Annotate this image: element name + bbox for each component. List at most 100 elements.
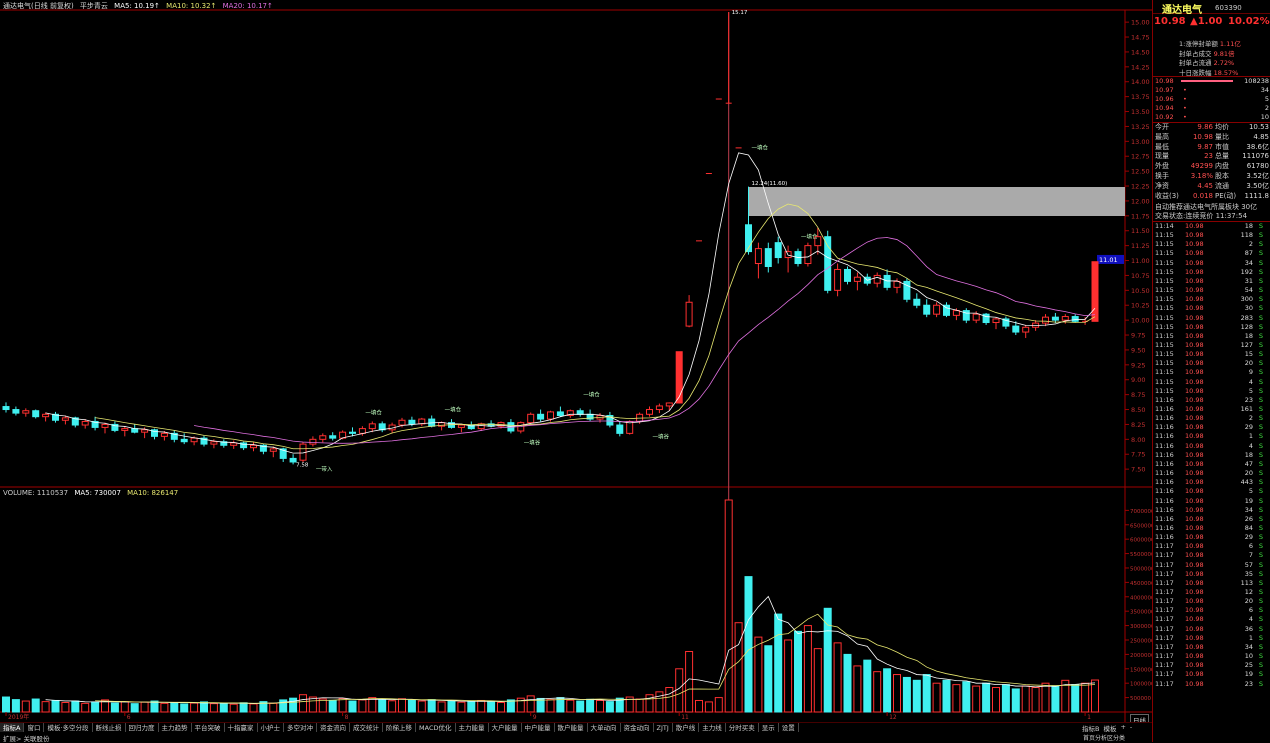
orderbook-row[interactable]: 10.96 • 5: [1155, 95, 1269, 104]
auto-recommend-note[interactable]: 自动推荐通达电气所属板块 30亿: [1155, 203, 1258, 211]
candle-body: [774, 242, 782, 259]
tab-14[interactable]: 主力能量: [456, 723, 489, 732]
trade-cell: 11:15: [1155, 350, 1174, 359]
right-tab-2[interactable]: +: [1120, 723, 1126, 731]
stat-cell: 现量: [1155, 152, 1169, 161]
tab-18[interactable]: 大单动向: [588, 723, 621, 732]
tab-12[interactable]: 阶梯上移: [383, 723, 417, 732]
candle-body: [665, 402, 673, 407]
volume-bar: [101, 699, 109, 713]
tab-8[interactable]: 小护士: [258, 723, 285, 732]
ma20-line: [194, 237, 1096, 444]
volume-tick-label: 6000000: [1130, 538, 1152, 544]
candle-body: [71, 417, 79, 426]
volume-bar: [794, 630, 802, 713]
orderbook-row[interactable]: 10.92 • 10: [1155, 113, 1269, 122]
trade-cell: 34: [1244, 258, 1253, 267]
panel-footer[interactable]: 首页分析区分类: [1083, 735, 1126, 742]
tab-13[interactable]: MACD优化: [416, 723, 456, 732]
trade-cell: 10.98: [1185, 478, 1204, 487]
candle-body: [903, 280, 911, 300]
right-tab-3[interactable]: -: [1129, 723, 1133, 731]
trade-cell: 10.98: [1185, 469, 1204, 478]
tab-9[interactable]: 多空对冲: [284, 723, 318, 732]
tab-4[interactable]: 回归力度: [126, 723, 159, 732]
trade-cell: 11:15: [1155, 258, 1174, 267]
trade-row: 11:17 10.98 4 S: [1155, 615, 1269, 625]
trade-cell: 20: [1244, 597, 1253, 606]
tab-5[interactable]: 主力趋势: [159, 723, 192, 732]
tab-0[interactable]: 指标A: [0, 723, 25, 732]
volume-bar: [675, 668, 684, 713]
trade-row: 11:14 10.98 18 S: [1155, 222, 1269, 232]
kline-chart[interactable]: 15.00 14.75 14.50 14.25 14.00 13.75 13.50 13.25…: [0, 0, 1152, 722]
tab-24[interactable]: 显示: [759, 723, 779, 732]
volume-bar: [51, 699, 60, 713]
volume-bar: [81, 702, 90, 713]
candle-body: [745, 224, 752, 253]
tab-21[interactable]: 散户线: [673, 723, 700, 732]
tab-22[interactable]: 主力线: [699, 723, 726, 732]
trade-cell: 443: [1240, 478, 1253, 487]
trade-cell: 15: [1244, 350, 1253, 359]
tab-16[interactable]: 中户能量: [522, 723, 555, 732]
tab-2[interactable]: 模板·多空分段: [44, 723, 93, 732]
trade-row: 11:15 10.98 128 S: [1155, 323, 1269, 333]
limit-info-row: 十日涨跌幅 18.57%: [1179, 67, 1238, 77]
tab-10[interactable]: 资金流向: [317, 723, 351, 732]
right-tab-0[interactable]: 指标B: [1082, 725, 1100, 733]
orderbook-row[interactable]: 10.98 108238: [1155, 77, 1269, 86]
trade-cell: 10.98: [1185, 661, 1204, 670]
volume-bar: [477, 699, 486, 713]
volume-bar: [229, 703, 238, 713]
trade-row: 11:16 10.98 1 S: [1155, 432, 1269, 442]
info-label: 封单占成交: [1179, 49, 1214, 58]
tab-1[interactable]: 窗口: [24, 723, 45, 732]
trade-cell: 10.98: [1185, 624, 1204, 633]
trade-cell: 10.98: [1185, 340, 1204, 349]
volume-bar: [110, 702, 119, 713]
tab-7[interactable]: 十指赢家: [225, 723, 258, 732]
ma20-value: MA20: 10.17↑: [222, 2, 273, 10]
tab-15[interactable]: 大户能量: [489, 723, 522, 732]
candle-body: [1061, 316, 1069, 321]
candle-body: [556, 411, 564, 416]
candle-body: [1002, 318, 1010, 327]
extend-tab[interactable]: 扩展> 关联股份: [3, 735, 50, 743]
stat-cell: 均价: [1215, 123, 1229, 131]
order-volume: 34: [1260, 86, 1269, 94]
trade-cell: S: [1258, 441, 1263, 450]
order-volume: 5: [1264, 95, 1269, 103]
trade-cell: 10.98: [1185, 679, 1204, 688]
tab-3[interactable]: 断线止损: [93, 723, 126, 732]
trade-cell: 10.98: [1185, 606, 1204, 615]
tab-19[interactable]: 资金动向: [621, 723, 654, 732]
trade-cell: 10.98: [1185, 450, 1204, 459]
trade-row: 11:16 10.98 19 S: [1155, 497, 1269, 507]
trade-row: 11:16 10.98 47 S: [1155, 460, 1269, 470]
trade-cell: 10.98: [1185, 350, 1204, 359]
orderbook-row[interactable]: 10.97 • 34: [1155, 86, 1269, 95]
tab-11[interactable]: 成交统计: [350, 723, 384, 732]
right-tab-1[interactable]: 模板: [1103, 725, 1117, 733]
trade-cell: 10.98: [1185, 670, 1204, 679]
order-volume: 108238: [1244, 77, 1269, 85]
info-value: 18.57%: [1213, 68, 1239, 77]
candle-body: [368, 423, 376, 430]
quote-panel: 通达电气 603390 10.98 ▲1.00 10.02% 1:涨停封单额 1…: [1083, 0, 1270, 742]
tab-20[interactable]: ZJTJ: [654, 723, 673, 732]
trade-cell: 47: [1244, 459, 1253, 468]
orderbook-row[interactable]: 10.94 • 2: [1155, 104, 1269, 113]
tab-17[interactable]: 散户能量: [555, 723, 588, 732]
trade-cell: 11:17: [1155, 615, 1174, 624]
trade-cell: S: [1258, 395, 1263, 404]
trade-cell: 11:17: [1155, 560, 1174, 569]
tab-25[interactable]: 设置: [779, 723, 799, 732]
price-tick-label: 9.25: [1131, 361, 1145, 369]
order-price: 10.94: [1155, 104, 1174, 112]
trade-cell: 10.98: [1185, 551, 1204, 560]
tab-23[interactable]: 分时买卖: [726, 723, 759, 732]
volume-bar: [942, 679, 951, 713]
tab-6[interactable]: 平台突破: [192, 723, 225, 732]
price-tick-label: 10.75: [1131, 272, 1150, 280]
